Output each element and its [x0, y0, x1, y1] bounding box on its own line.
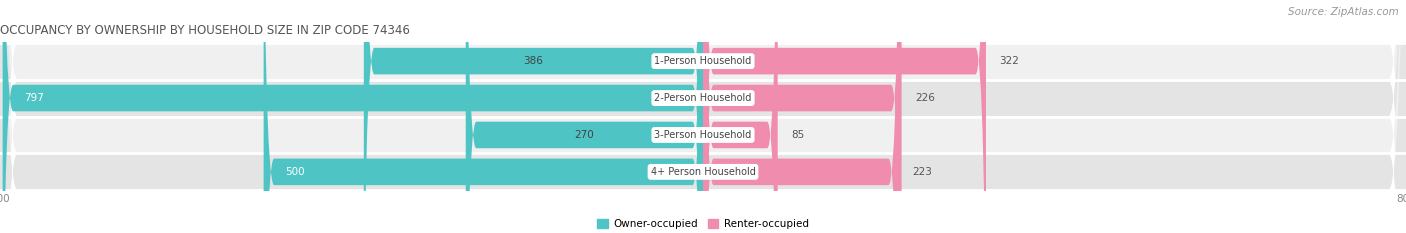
- Text: 226: 226: [915, 93, 935, 103]
- FancyBboxPatch shape: [703, 0, 778, 233]
- Text: 1-Person Household: 1-Person Household: [654, 56, 752, 66]
- Text: 500: 500: [285, 167, 305, 177]
- Text: 223: 223: [912, 167, 932, 177]
- Text: 2-Person Household: 2-Person Household: [654, 93, 752, 103]
- FancyBboxPatch shape: [703, 0, 901, 233]
- Text: 4+ Person Household: 4+ Person Household: [651, 167, 755, 177]
- Text: 3-Person Household: 3-Person Household: [654, 130, 752, 140]
- Text: 797: 797: [25, 93, 45, 103]
- Text: OCCUPANCY BY OWNERSHIP BY HOUSEHOLD SIZE IN ZIP CODE 74346: OCCUPANCY BY OWNERSHIP BY HOUSEHOLD SIZE…: [0, 24, 411, 37]
- Text: 270: 270: [575, 130, 595, 140]
- FancyBboxPatch shape: [364, 0, 703, 233]
- Legend: Owner-occupied, Renter-occupied: Owner-occupied, Renter-occupied: [593, 215, 813, 233]
- FancyBboxPatch shape: [3, 0, 703, 233]
- Text: 322: 322: [1000, 56, 1019, 66]
- FancyBboxPatch shape: [703, 0, 986, 233]
- Text: 386: 386: [523, 56, 543, 66]
- FancyBboxPatch shape: [703, 0, 898, 233]
- FancyBboxPatch shape: [465, 0, 703, 233]
- FancyBboxPatch shape: [264, 0, 703, 233]
- Text: 85: 85: [790, 130, 804, 140]
- Text: Source: ZipAtlas.com: Source: ZipAtlas.com: [1288, 7, 1399, 17]
